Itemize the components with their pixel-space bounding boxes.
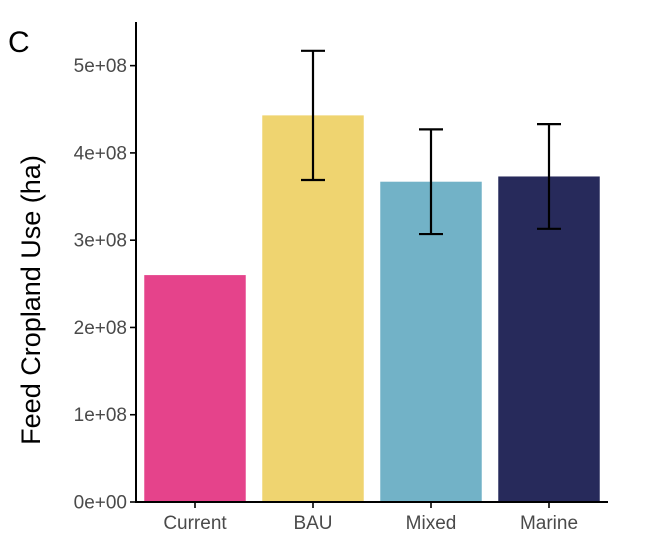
y-axis-label: Feed Cropland Use (ha)	[16, 155, 46, 445]
bars-group	[144, 115, 599, 502]
y-tick-label: 4e+08	[74, 143, 127, 164]
x-tick-label: Mixed	[406, 513, 457, 534]
y-tick-label: 1e+08	[74, 405, 127, 426]
y-tick-label: 3e+08	[74, 231, 127, 252]
y-axis: 0e+00 1e+08 2e+08 3e+08 4e+08 5e+08	[74, 22, 136, 514]
y-tick-label: 5e+08	[74, 56, 127, 77]
y-tick-label: 0e+00	[74, 493, 127, 514]
bar-current	[144, 275, 245, 502]
x-tick-label: Current	[163, 513, 227, 534]
x-axis: Current BAU Mixed Marine	[135, 502, 608, 534]
panel-label: C	[8, 26, 30, 59]
y-tick-label: 2e+08	[74, 318, 127, 339]
x-tick-label: BAU	[293, 513, 332, 534]
x-tick-label: Marine	[520, 513, 578, 534]
